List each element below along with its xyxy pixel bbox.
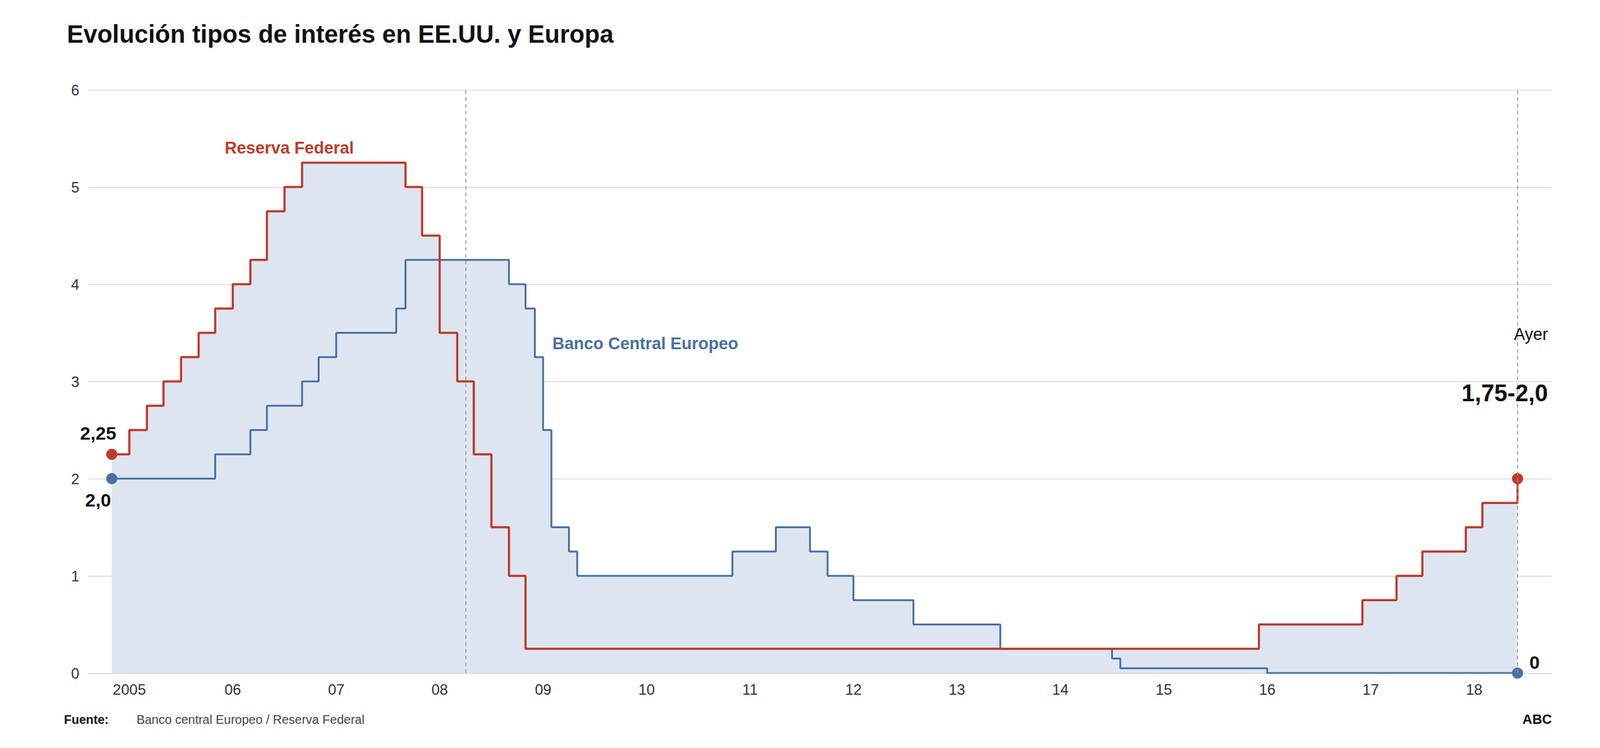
svg-text:1: 1	[71, 568, 80, 585]
svg-text:13: 13	[948, 681, 966, 699]
svg-text:5: 5	[71, 179, 80, 196]
svg-text:Reserva Federal: Reserva Federal	[224, 138, 355, 158]
svg-text:2,25: 2,25	[79, 423, 116, 444]
svg-text:08: 08	[431, 681, 448, 699]
svg-text:Ayer: Ayer	[1513, 325, 1548, 344]
svg-text:17: 17	[1362, 681, 1379, 699]
svg-text:Banco central Europeo / Reserv: Banco central Europeo / Reserva Federal	[136, 712, 365, 727]
svg-text:07: 07	[327, 681, 345, 699]
svg-text:Fuente:: Fuente:	[63, 712, 109, 727]
svg-text:12: 12	[844, 681, 862, 699]
svg-text:16: 16	[1258, 681, 1276, 699]
svg-text:1,75-2,0: 1,75-2,0	[1461, 380, 1548, 407]
svg-text:4: 4	[71, 276, 80, 293]
svg-text:0: 0	[71, 665, 80, 682]
svg-text:Evolución tipos de interés en: Evolución tipos de interés en EE.UU. y E…	[66, 20, 614, 48]
svg-text:6: 6	[71, 81, 80, 99]
svg-text:2: 2	[71, 470, 80, 488]
svg-text:09: 09	[534, 681, 552, 699]
svg-text:14: 14	[1051, 681, 1069, 699]
svg-text:10: 10	[638, 681, 655, 699]
svg-text:2,0: 2,0	[85, 489, 112, 511]
svg-text:18: 18	[1465, 681, 1483, 699]
svg-text:15: 15	[1155, 681, 1172, 699]
svg-text:Banco Central Europeo: Banco Central Europeo	[552, 334, 739, 354]
svg-text:11: 11	[742, 681, 758, 699]
svg-text:ABC: ABC	[1522, 711, 1553, 728]
svg-text:06: 06	[224, 681, 241, 699]
svg-text:0: 0	[1529, 652, 1540, 673]
svg-text:2005: 2005	[112, 681, 146, 699]
svg-text:3: 3	[71, 373, 80, 391]
